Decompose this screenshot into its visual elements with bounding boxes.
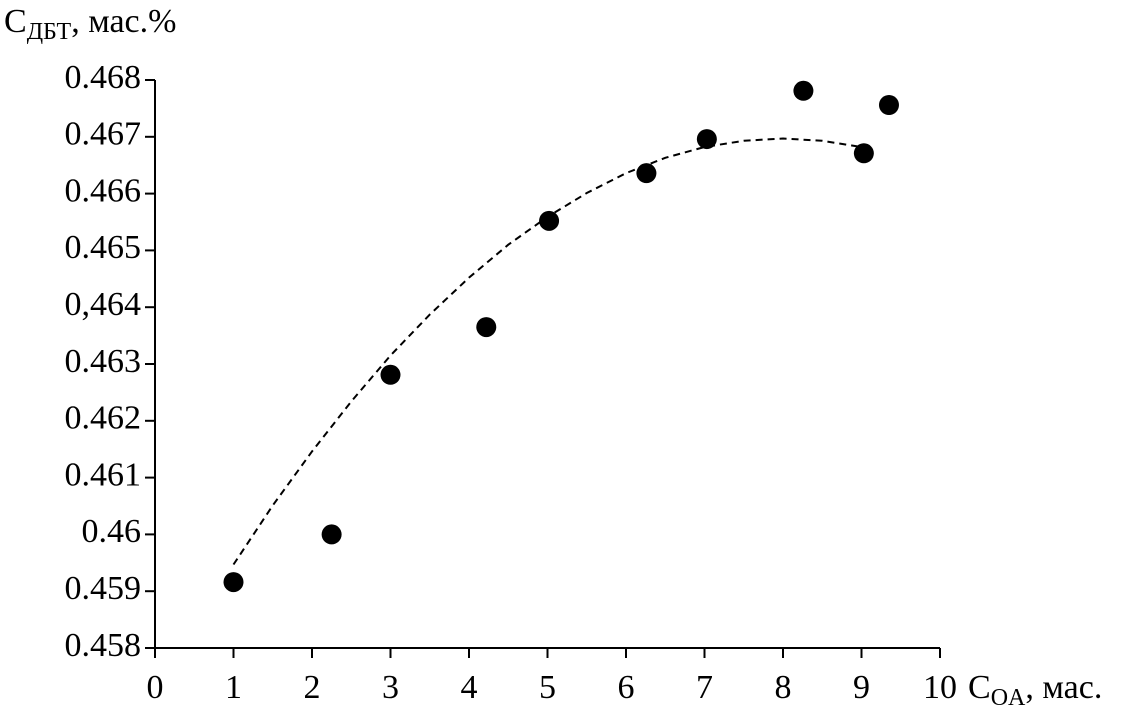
x-tick-label: 4 [461, 669, 478, 706]
point [696, 129, 717, 150]
x-tick-label: 0 [147, 669, 164, 706]
x-tick-label: 7 [696, 669, 713, 706]
y-tick-label: 0.465 [65, 229, 142, 266]
y-tick-label: 0.462 [65, 400, 142, 437]
y-tick-label: 0.466 [65, 172, 142, 209]
y-tick-label: 0.461 [65, 456, 142, 493]
y-axis-label: CДБТ, мас.% [4, 3, 176, 45]
point [476, 317, 497, 338]
x-tick-label: 2 [304, 669, 321, 706]
x-tick-label: 3 [382, 669, 399, 706]
y-tick-label: 0.463 [65, 343, 142, 380]
y-label-sub: ДБТ [27, 19, 72, 45]
point [321, 524, 342, 545]
y-tick-label: 0,464 [65, 286, 142, 323]
point [853, 143, 874, 164]
y-tick-label: 0.468 [65, 59, 142, 96]
point [539, 210, 560, 231]
x-axis-label: COA, мас. [968, 669, 1102, 711]
point [793, 80, 814, 101]
point [223, 572, 244, 593]
point [636, 163, 657, 184]
y-tick-label: 0.46 [82, 513, 142, 550]
point [380, 364, 401, 385]
x-tick-label: 6 [618, 669, 635, 706]
x-tick-label: 10 [923, 669, 957, 706]
y-tick-label: 0.467 [65, 116, 142, 153]
y-label-rest: , мас.% [71, 3, 176, 40]
y-tick-label: 0.458 [65, 627, 142, 664]
x-label-main: C [968, 669, 991, 706]
x-label-rest: , мас. [1025, 669, 1102, 706]
point [878, 94, 899, 115]
x-tick-label: 9 [853, 669, 870, 706]
x-tick-label: 5 [539, 669, 556, 706]
x-label-sub: OA [991, 685, 1026, 711]
x-tick-label: 8 [775, 669, 792, 706]
y-label-main: C [4, 3, 27, 40]
x-tick-label: 1 [225, 669, 242, 706]
y-tick-label: 0.459 [65, 570, 142, 607]
trend-line [232, 137, 862, 566]
